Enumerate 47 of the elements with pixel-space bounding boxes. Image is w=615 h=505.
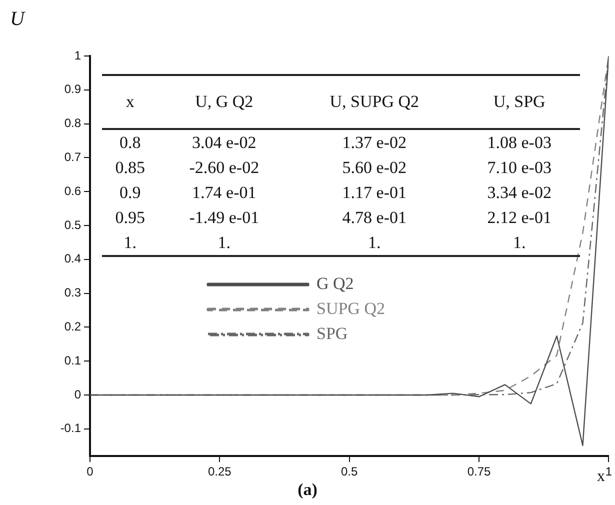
annotation: U, SUPG Q2: [290, 75, 459, 129]
annotation: U, G Q2: [158, 75, 290, 129]
y-tick-label: 1: [74, 48, 82, 62]
annotation: x: [102, 75, 158, 129]
y-tick-label: 0.8: [64, 116, 82, 130]
annotation: 1.: [458, 230, 580, 256]
y-tick-label: 0: [74, 387, 82, 402]
annotation: 0.95: [114, 206, 146, 228]
y-tick-label: 0.9: [64, 82, 82, 96]
y-tick-label: 0.1: [64, 353, 82, 368]
y-axis-title: U: [10, 8, 24, 31]
y-tick-label: 0.4: [64, 252, 82, 266]
annotation: 1.: [158, 230, 290, 256]
x-tick-label: 0.25: [208, 464, 232, 479]
annotation: 3.04 e-02: [191, 132, 258, 154]
annotation: 1.: [102, 230, 158, 256]
annotation: 4.78 e-01: [341, 206, 408, 228]
annotation: 1.37 e-02: [341, 132, 408, 154]
annotation: 2.12 e-01: [486, 206, 552, 228]
x-axis-title: x: [597, 468, 605, 486]
annotation: 1.08 e-03: [486, 132, 552, 154]
x-tick-label: 0: [86, 464, 94, 479]
text: (a): [298, 480, 318, 499]
x-tick-label: 1: [605, 464, 612, 479]
x-tick-label: 0.75: [467, 464, 491, 479]
annotation: -2.60 e-02: [188, 156, 260, 178]
annotation: 3.34 e-02: [486, 182, 552, 204]
annotation: 0.9: [118, 182, 142, 204]
y-tick-label: -0.1: [60, 421, 82, 436]
y-tick-label: 0.2: [64, 320, 82, 334]
x-tick-label: 0.5: [340, 464, 358, 479]
y-tick-label: 0.3: [64, 286, 82, 300]
annotation: 5.60 e-02: [341, 156, 408, 178]
annotation: 1.74 e-01: [191, 182, 258, 204]
y-tick-label: 0.6: [64, 184, 82, 198]
annotation: 0.85: [114, 156, 146, 178]
y-tick-label: 0.5: [64, 218, 82, 232]
annotation: 1.: [290, 230, 459, 256]
text: SPG: [316, 324, 348, 343]
annotation: 7.10 e-03: [486, 156, 552, 178]
text: G Q2: [316, 274, 354, 293]
annotation: 1.17 e-01: [341, 182, 408, 204]
annotation: 0.8: [118, 132, 142, 154]
annotation: U, SPG: [458, 75, 580, 129]
y-tick-label: 0.7: [64, 150, 82, 164]
text: SUPG Q2: [316, 298, 385, 318]
annotation: -1.49 e-01: [188, 206, 260, 228]
